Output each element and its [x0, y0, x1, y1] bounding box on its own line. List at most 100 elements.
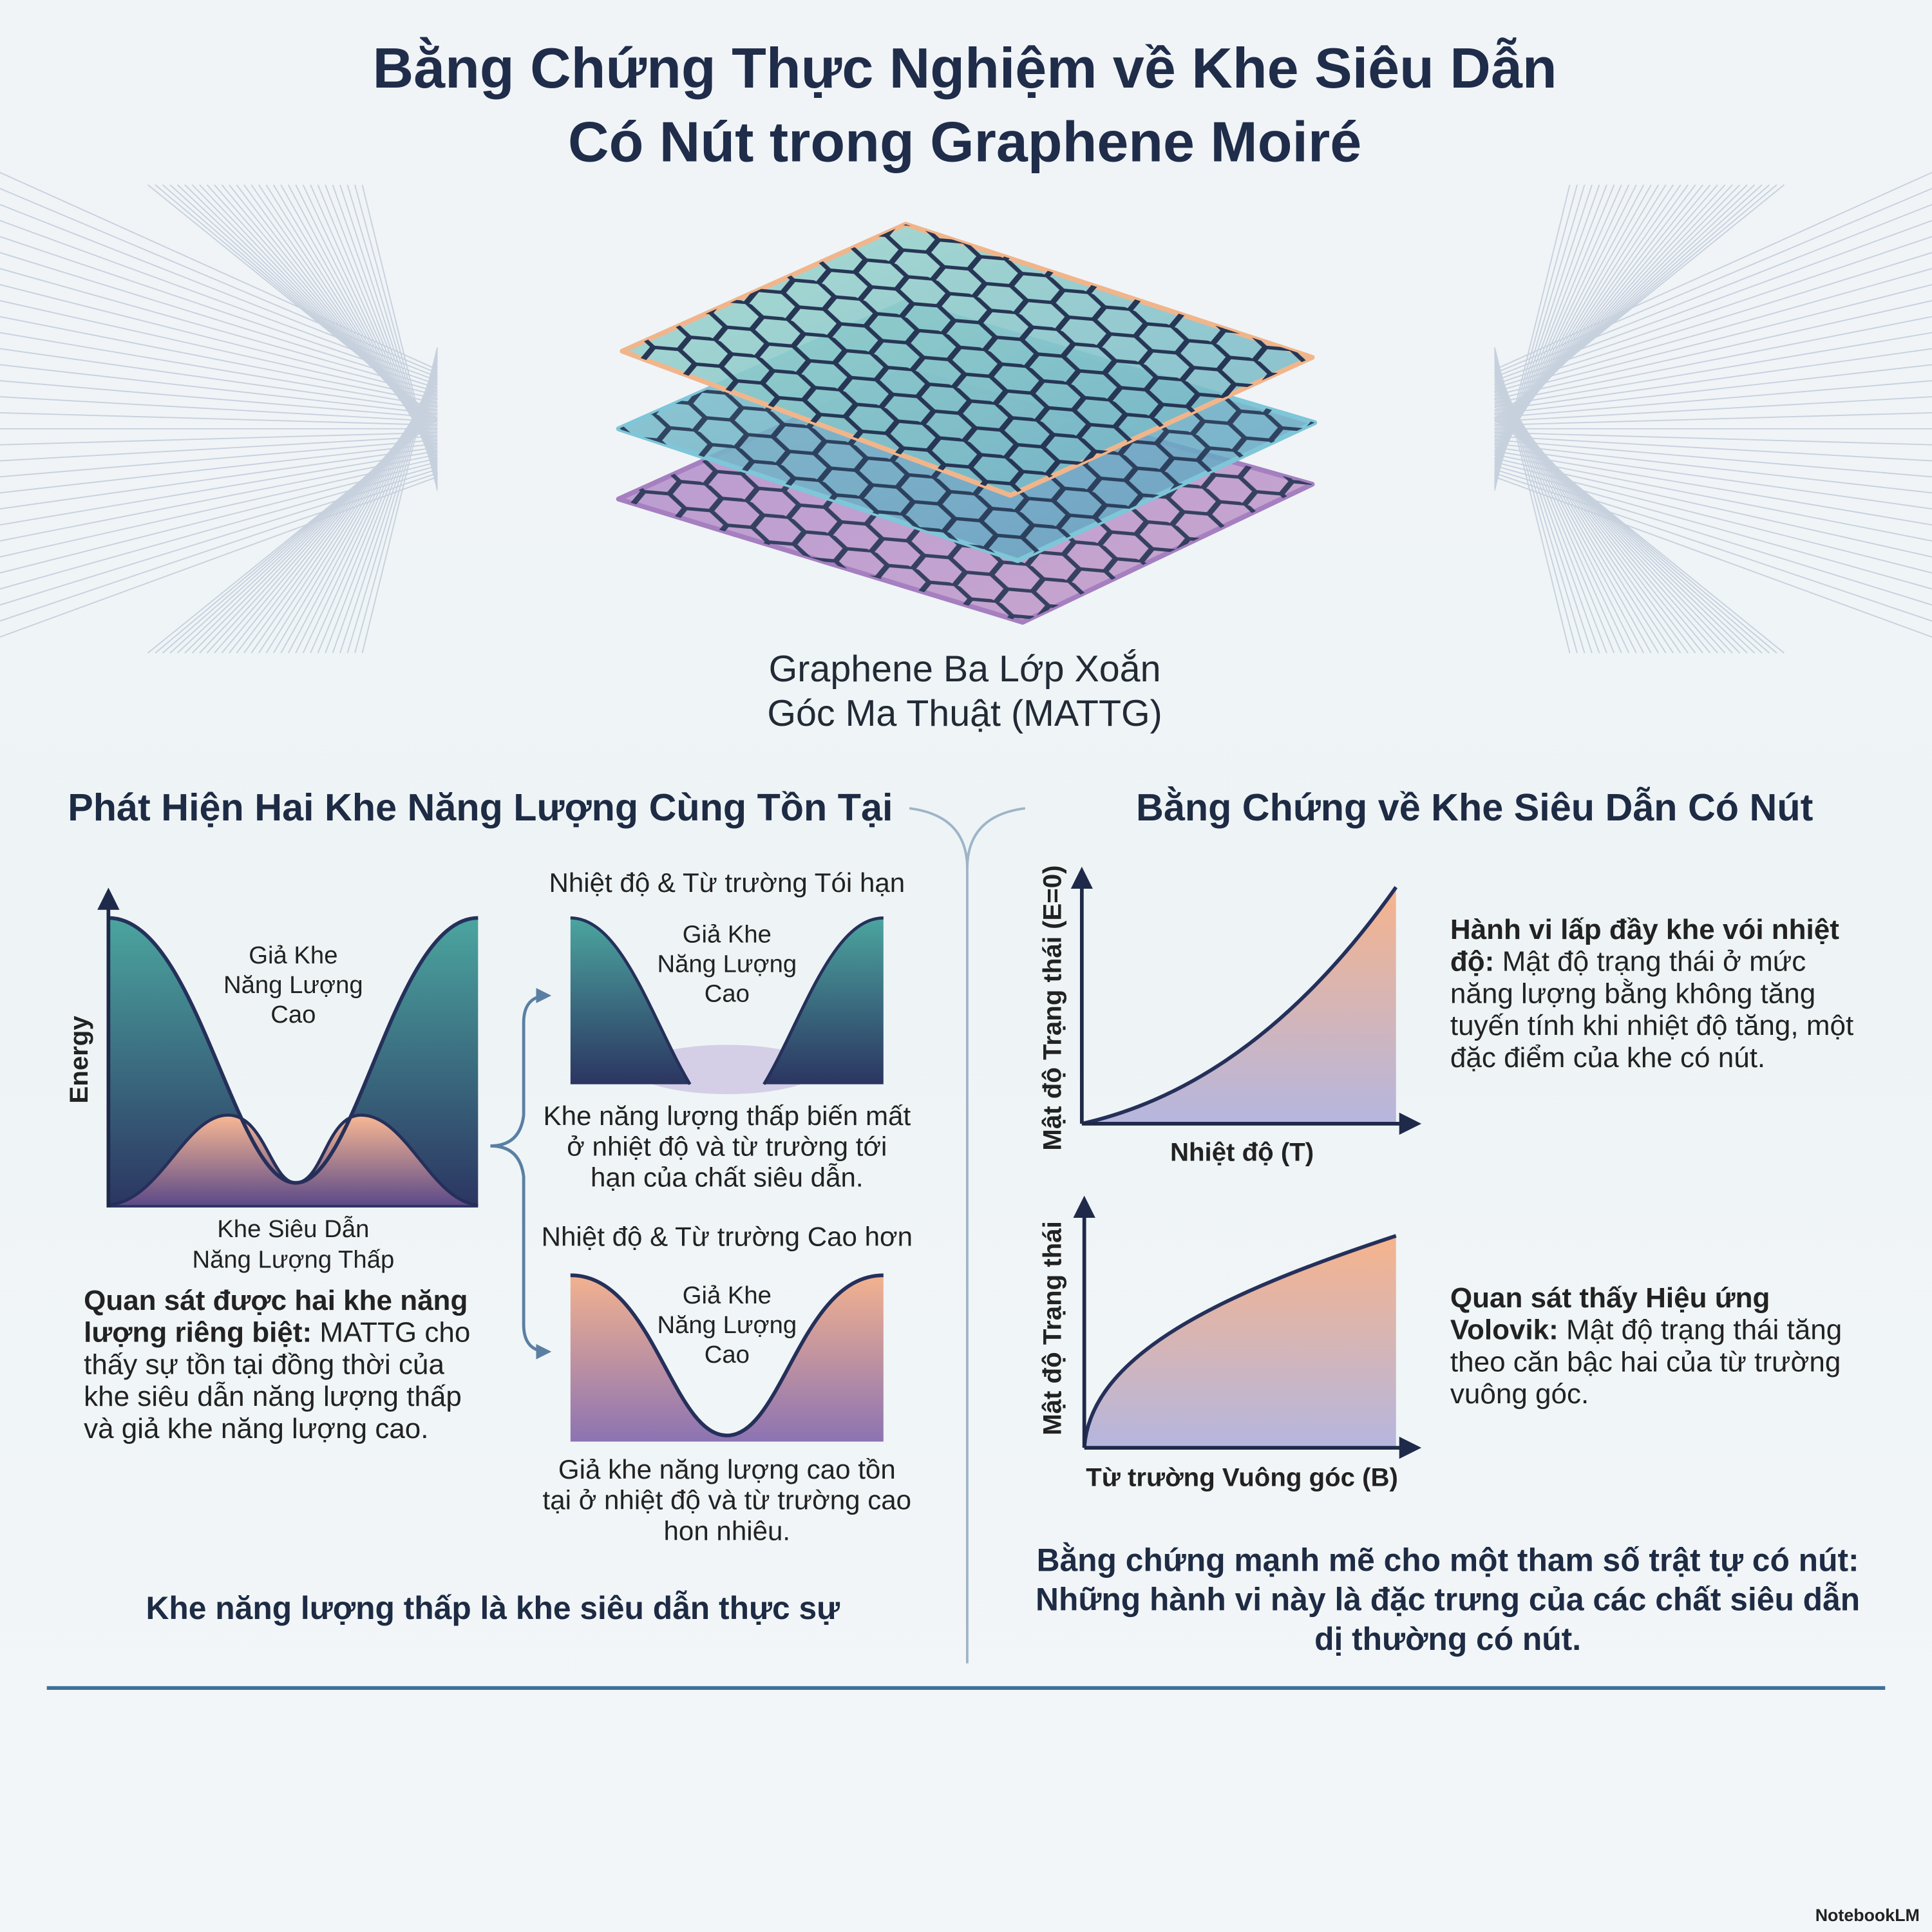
pseudogap-area — [570, 1275, 884, 1442]
text: MATTG cho thấy sự tồn tại đồng thời của … — [84, 1316, 471, 1444]
divider — [909, 807, 1026, 1663]
decor-line — [361, 184, 439, 491]
conclusion: Bằng chứng mạnh mẽ cho một tham số trật … — [1036, 1541, 1861, 1658]
dos-area — [1084, 1236, 1396, 1448]
decor-line — [1494, 431, 1932, 446]
panel-label: Giả Khe — [682, 922, 772, 949]
panel-label: Cao — [704, 980, 750, 1009]
curve — [570, 916, 884, 1085]
section-heading: Phát Hiện Hai Khe Năng Lượng Cùng Tồn Tạ… — [68, 786, 893, 829]
panel-label: Cao — [704, 1341, 750, 1369]
axis-label: Energy — [65, 1016, 94, 1104]
decor-line — [0, 252, 438, 389]
decor-line — [0, 299, 438, 400]
decor-line — [0, 469, 438, 606]
graphene-stack — [616, 222, 1318, 625]
decor-line — [0, 284, 438, 397]
hero-label: Góc Ma Thuật (MATTG) — [767, 694, 1162, 735]
decor-line — [1493, 350, 1578, 654]
decor-lines — [0, 171, 1932, 654]
decor-line — [0, 472, 438, 622]
decor-line — [0, 268, 438, 393]
decor-line — [1494, 348, 1932, 412]
curve — [1082, 1234, 1397, 1448]
section-heading: Bằng Chứng về Khe Siêu Dẫn Có Nút — [1136, 786, 1814, 829]
decor-line — [1493, 184, 1586, 486]
dos-area — [1081, 887, 1396, 1124]
decor-line — [1494, 435, 1932, 462]
curve — [1081, 886, 1398, 1126]
decor-line — [0, 476, 438, 638]
decor-line — [1494, 439, 1932, 478]
decor-line — [0, 435, 438, 462]
curve — [108, 1113, 478, 1207]
decor-line — [1494, 316, 1932, 404]
brand: NotebookLM — [1815, 1904, 1920, 1925]
decor-line — [1494, 396, 1932, 422]
lead: Hành vi lấp đầy khe vói nhiệt độ: — [1450, 913, 1839, 978]
decor-line — [1494, 364, 1932, 415]
decor-line — [0, 450, 438, 526]
decor-line — [361, 347, 439, 654]
decor-line — [1493, 184, 1571, 491]
diagram-label: Năng Lượng Thấp — [192, 1247, 395, 1274]
panel-title: Nhiệt độ & Từ trường Cao hơn — [541, 1221, 913, 1252]
decor-line — [1494, 284, 1932, 397]
decor-line — [0, 465, 438, 590]
decor-line — [346, 352, 439, 654]
panel-label: Năng Lượng — [657, 951, 797, 979]
decor-line — [0, 171, 438, 370]
panel-title: Nhiệt độ & Từ trường Tói hạn — [549, 867, 905, 898]
decor-line — [0, 332, 438, 408]
decor-line — [1494, 299, 1932, 400]
axis-label: Từ trường Vuông góc (B) — [1086, 1463, 1398, 1492]
decor-line — [0, 348, 438, 412]
decor-line — [346, 184, 439, 486]
decor-line — [0, 431, 438, 446]
diagram-label: Giả Khe — [249, 942, 338, 970]
decor-line — [0, 364, 438, 415]
axis-label: Mật độ Trạng thái (E=0) — [1038, 865, 1067, 1151]
decor-line — [1494, 446, 1932, 510]
decor-line — [1494, 380, 1932, 419]
decor-line — [1493, 184, 1578, 488]
panel-caption: Giả khe năng lượng cao tồn tại ở nhiệt đ… — [542, 1454, 912, 1547]
decor-line — [1494, 461, 1932, 574]
lead: Quan sát thấy Hiệu ứng Volovik: — [1450, 1281, 1770, 1346]
decor-line — [0, 380, 438, 419]
decor-line — [1494, 465, 1932, 590]
lead: Quan sát được hai khe năng lượng riêng b… — [84, 1283, 468, 1349]
decor-line — [0, 439, 438, 478]
conclusion: Khe năng lượng thấp là khe siêu dẫn thực… — [146, 1589, 840, 1627]
decor-line — [0, 461, 438, 574]
decor-line — [354, 350, 439, 654]
decor-line — [1494, 252, 1932, 389]
decor-line — [1494, 268, 1932, 393]
decor-line — [0, 396, 438, 422]
decor-line — [1494, 171, 1932, 370]
description: Quan sát được hai khe năng lượng riêng b… — [84, 1284, 490, 1444]
decor-line — [1494, 472, 1932, 622]
decor-line — [1493, 347, 1571, 654]
hero-label: Graphene Ba Lớp Xoắn — [768, 649, 1161, 690]
pseudogap-area — [764, 918, 884, 1084]
panel-label: Năng Lượng — [657, 1312, 797, 1340]
text: Mật độ trạng thái ở mức năng lượng bằng … — [1450, 945, 1854, 1074]
decor-line — [1494, 450, 1932, 526]
decor-line — [1494, 442, 1932, 494]
panel-caption: Khe năng lượng thấp biến mất ở nhiệt độ … — [543, 1100, 911, 1193]
decor-line — [0, 457, 438, 558]
diagram-label: Khe Siêu Dẫn — [217, 1216, 370, 1244]
panel-label: Giả Khe — [682, 1282, 772, 1310]
diagram-label: Năng Lượng — [223, 972, 363, 999]
curve — [570, 1273, 884, 1437]
decor-line — [0, 442, 438, 494]
decor-line — [0, 454, 438, 542]
description: Hành vi lấp đầy khe vói nhiệt độ: Mật độ… — [1450, 913, 1863, 1074]
decor-line — [0, 446, 438, 510]
axis-label: Nhiệt độ (T) — [1170, 1138, 1314, 1167]
title-line: Bằng Chứng Thực Nghiệm về Khe Siêu Dẫn — [372, 35, 1557, 100]
axis-label: Mật độ Trạng thái — [1038, 1221, 1067, 1435]
